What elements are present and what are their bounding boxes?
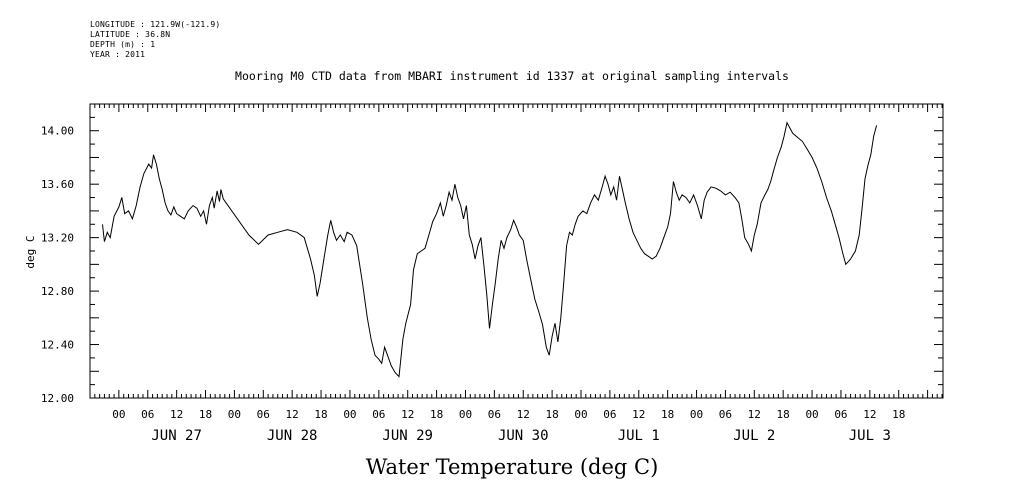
- x-axis-label: Water Temperature (deg C): [366, 455, 659, 479]
- y-axis-label: deg C: [24, 235, 37, 268]
- x-tick-labels: 00 06 12 18 00 06 12 18 00 06 12 18 00 06 12 18 00 06 12 18…: [112, 408, 905, 421]
- y-tick-labels: 12.00 12.40 12.80 13.20 13.60 14.00: [41, 125, 74, 405]
- x-tick-label: 06: [834, 408, 847, 421]
- x-tick-label: 06: [257, 408, 270, 421]
- x-tick-label: 06: [488, 408, 501, 421]
- y-tick-label: 12.80: [41, 285, 74, 298]
- x-tick-label: 18: [314, 408, 327, 421]
- day-label: JUL 3: [849, 428, 891, 444]
- x-tick-label: 00: [228, 408, 241, 421]
- x-tick-label: 18: [892, 408, 905, 421]
- x-tick-label: 18: [199, 408, 212, 421]
- x-tick-label: 18: [545, 408, 558, 421]
- x-tick-label: 06: [603, 408, 616, 421]
- x-tick-label: 12: [401, 408, 414, 421]
- x-tick-label: 12: [748, 408, 761, 421]
- x-tick-label: 12: [286, 408, 299, 421]
- x-tick-label: 00: [690, 408, 703, 421]
- x-tick-label: 18: [661, 408, 674, 421]
- meta-latitude: LATITUDE : 36.8N: [90, 30, 171, 39]
- y-tick-label: 14.00: [41, 125, 74, 138]
- y-tick-label: 12.40: [41, 339, 74, 352]
- axis-ticks: [89, 103, 943, 399]
- day-label: JUN 28: [267, 428, 318, 444]
- plot-frame: [89, 103, 944, 399]
- series-line: [102, 121, 878, 378]
- x-tick-label: 12: [863, 408, 876, 421]
- x-tick-label: 18: [430, 408, 443, 421]
- x-tick-label: 12: [170, 408, 183, 421]
- day-label: JUN 29: [382, 428, 433, 444]
- y-tick-label: 12.00: [41, 392, 74, 405]
- day-label: JUN 30: [498, 428, 549, 444]
- x-tick-label: 06: [141, 408, 154, 421]
- meta-longitude: LONGITUDE : 121.9W(-121.9): [90, 20, 221, 29]
- x-tick-label: 00: [459, 408, 472, 421]
- x-tick-label: 00: [343, 408, 356, 421]
- x-tick-label: 00: [805, 408, 818, 421]
- chart-title: Mooring M0 CTD data from MBARI instrumen…: [235, 69, 789, 83]
- day-labels: JUN 27 JUN 28 JUN 29 JUN 30 JUL 1 JUL 2 JUL 3: [151, 428, 891, 444]
- x-tick-label: 00: [112, 408, 125, 421]
- day-label: JUL 2: [733, 428, 775, 444]
- day-label: JUL 1: [618, 428, 660, 444]
- y-tick-label: 13.20: [41, 232, 74, 245]
- x-tick-label: 06: [372, 408, 385, 421]
- x-tick-label: 18: [777, 408, 790, 421]
- day-label: JUN 27: [151, 428, 202, 444]
- metadata-block: LONGITUDE : 121.9W(-121.9) LATITUDE : 36…: [90, 20, 220, 60]
- x-tick-label: 12: [517, 408, 530, 421]
- meta-depth: DEPTH (m) : 1: [90, 40, 156, 49]
- series-group: [102, 121, 878, 378]
- x-tick-label: 12: [632, 408, 645, 421]
- x-tick-label: 00: [574, 408, 587, 421]
- y-tick-label: 13.60: [41, 178, 74, 191]
- x-tick-label: 06: [719, 408, 732, 421]
- meta-year: YEAR : 2011: [90, 50, 146, 59]
